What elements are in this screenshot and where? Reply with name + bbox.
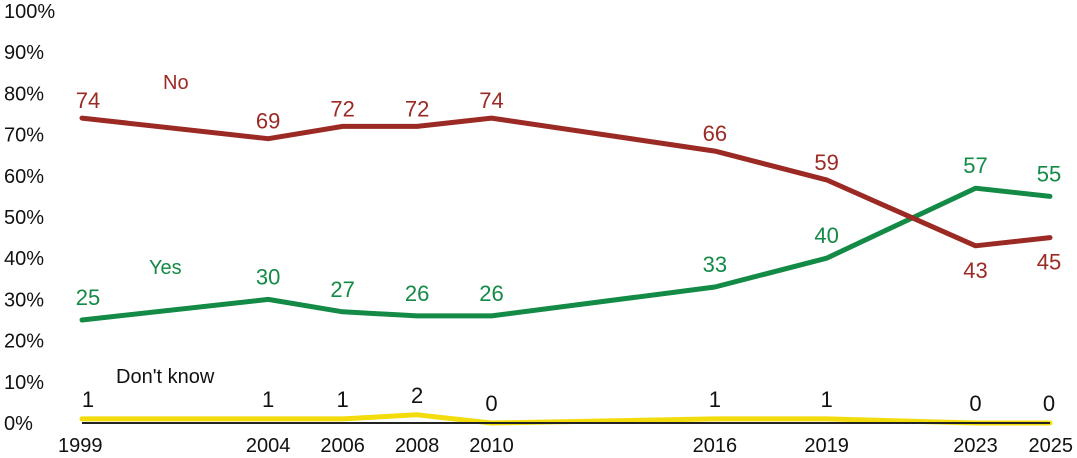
x-tick-label: 2016 (693, 435, 738, 457)
y-tick-label: 40% (4, 248, 44, 270)
data-label-yes: 25 (76, 285, 100, 310)
y-tick-label: 50% (4, 207, 44, 229)
data-label-yes: 26 (405, 281, 429, 306)
x-tick-label: 2025 (1029, 435, 1074, 457)
data-label-don-t-know: 0 (969, 391, 981, 416)
data-label-no: 59 (814, 150, 838, 175)
data-label-no: 45 (1037, 250, 1061, 275)
data-label-yes: 57 (963, 153, 987, 178)
data-label-yes: 26 (479, 281, 503, 306)
data-label-don-t-know: 0 (485, 391, 497, 416)
data-label-no: 72 (405, 96, 429, 121)
data-label-no: 43 (963, 258, 987, 283)
x-tick-label: 2008 (395, 435, 440, 457)
y-tick-label: 30% (4, 289, 44, 311)
data-label-don-t-know: 1 (709, 387, 721, 412)
x-tick-label: 2004 (246, 435, 291, 457)
series-label-yes: Yes (149, 257, 182, 279)
data-labels: 74 69 72 72 74 66 59 43 45 25 30 27 26 26 33 40 57 55 1 1 1 2… (76, 88, 1061, 416)
data-label-don-t-know: 1 (262, 387, 274, 412)
y-tick-label: 10% (4, 372, 44, 394)
series-labels: No Yes Don't know (116, 72, 215, 388)
y-tick-label: 60% (4, 166, 44, 188)
series-label-don-t-know: Don't know (116, 366, 215, 388)
data-label-don-t-know: 2 (411, 383, 423, 408)
y-tick-label: 20% (4, 331, 44, 353)
data-label-yes: 30 (256, 264, 280, 289)
data-label-don-t-know: 1 (820, 387, 832, 412)
series-lines (79, 115, 1053, 426)
y-tick-label: 100% (4, 1, 55, 23)
x-tick-label: 2023 (953, 435, 998, 457)
y-tick-label: 0% (4, 413, 33, 435)
x-tick-label: 1999 (58, 435, 103, 457)
data-label-yes: 55 (1037, 161, 1061, 186)
data-label-yes: 27 (330, 277, 354, 302)
data-label-no: 74 (479, 88, 503, 113)
data-label-yes: 33 (703, 252, 727, 277)
data-label-no: 74 (76, 88, 100, 113)
series-line-don-t-know (79, 412, 1053, 426)
series-line-yes (79, 185, 1053, 323)
data-label-don-t-know: 1 (336, 387, 348, 412)
y-tick-label: 90% (4, 42, 44, 64)
series-label-no: No (163, 72, 189, 94)
data-label-no: 72 (330, 96, 354, 121)
data-label-yes: 40 (814, 223, 838, 248)
y-tick-label: 80% (4, 83, 44, 105)
data-label-don-t-know: 1 (82, 387, 94, 412)
y-tick-label: 70% (4, 125, 44, 147)
x-tick-label: 2006 (320, 435, 365, 457)
data-label-no: 66 (703, 121, 727, 146)
series-line-no (79, 115, 1053, 249)
x-tick-label: 2010 (469, 435, 514, 457)
data-label-don-t-know: 0 (1043, 391, 1055, 416)
x-tick-label: 2019 (804, 435, 849, 457)
x-axis: 1999 2004 2006 2008 2010 2016 2019 2023 2025 (58, 435, 1073, 457)
y-axis: 0% 10% 20% 30% 40% 50% 60% 70% 80% 90% 100% (4, 1, 55, 435)
data-label-no: 69 (256, 109, 280, 134)
